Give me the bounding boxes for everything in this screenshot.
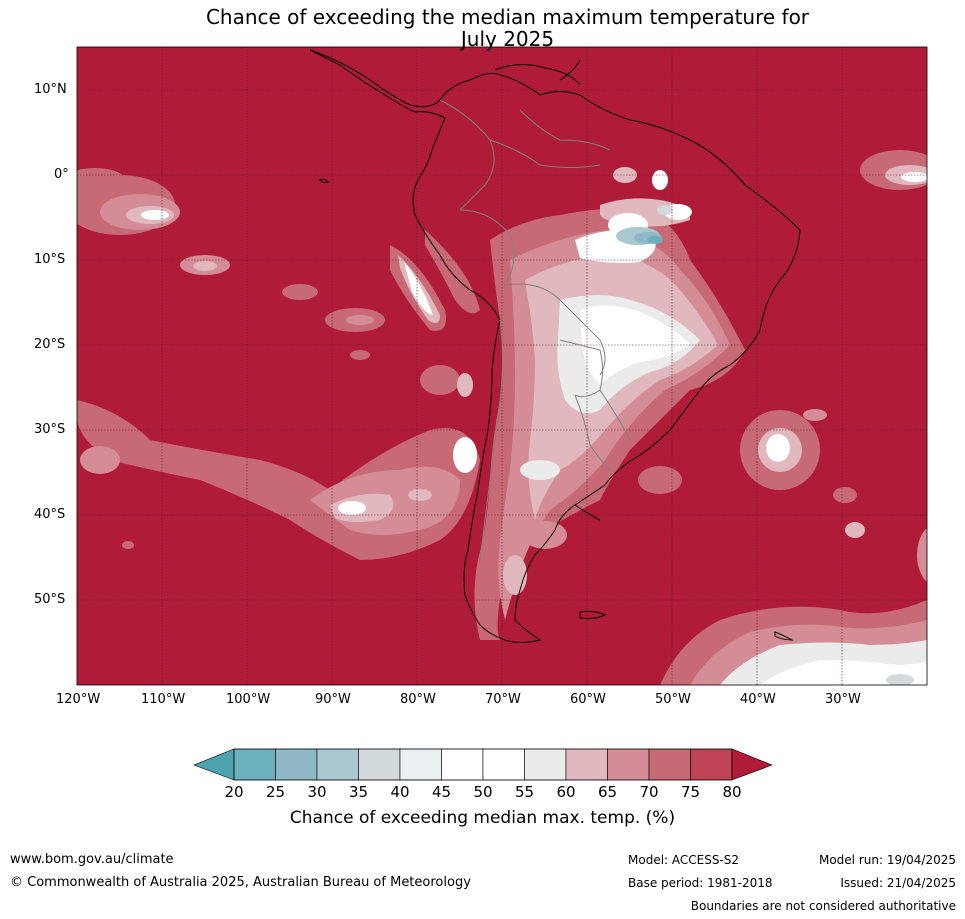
lon-label-80w: 80°W (400, 692, 436, 707)
colorbar-extend-low (193, 748, 235, 781)
coastline (309, 49, 801, 643)
country-borders (439, 99, 631, 561)
map-title-line2: July 2025 (460, 27, 555, 51)
map-frame (76, 46, 928, 686)
atlantic-anomaly (638, 150, 927, 582)
colorbar (193, 748, 773, 781)
colorbar-bin (358, 748, 401, 781)
peru-coast-anomaly (390, 230, 480, 331)
lat-label-20s: 20°S (34, 337, 66, 352)
footer-model-run: Model run: 19/04/2025 (818, 853, 956, 867)
southern-ocean-anomaly (660, 600, 927, 685)
lat-label-40s: 40°S (34, 507, 66, 522)
lon-label-50w: 50°W (655, 692, 691, 707)
colorbar-tick-label: 50 (473, 783, 493, 801)
colorbar-tick-label: 60 (556, 783, 576, 801)
colorbar-tick-label: 20 (224, 783, 244, 801)
lon-label-110w: 110°W (141, 692, 186, 707)
colorbar-frame (233, 748, 733, 781)
lat-label-10s: 10°S (34, 252, 66, 267)
lon-label-90w: 90°W (315, 692, 351, 707)
colorbar-label: Chance of exceeding median max. temp. (%… (289, 808, 676, 828)
colorbar-tick-label: 40 (390, 783, 410, 801)
colorbar-tick-label: 80 (722, 783, 742, 801)
lon-label-60w: 60°W (570, 692, 606, 707)
colorbar-tick-label: 75 (680, 783, 701, 801)
colorbar-tick-label: 65 (597, 783, 618, 801)
colorbar-bin (565, 748, 608, 781)
colorbar-tick-label: 45 (431, 783, 452, 801)
south-pacific-anomaly (77, 365, 480, 560)
pacific-anomaly-west (77, 168, 385, 360)
colorbar-bin (275, 748, 318, 781)
lon-label-40w: 40°W (740, 692, 776, 707)
colorbar-bin (648, 748, 691, 781)
colorbar-tick-label: 30 (307, 783, 327, 801)
footer-issued: Issued: 21/04/2025 (840, 876, 956, 890)
lon-label-30w: 30°W (825, 692, 861, 707)
colorbar-bin (482, 748, 525, 781)
probability-shading (77, 150, 927, 685)
colorbar-bin (233, 748, 276, 781)
footer-website[interactable]: www.bom.gov.au/climate (10, 852, 174, 867)
colorbar-bin (690, 748, 733, 781)
colorbar-extend-high (731, 748, 773, 781)
colorbar-tick-label: 70 (639, 783, 659, 801)
colorbar-bin (607, 748, 650, 781)
lon-label-100w: 100°W (226, 692, 271, 707)
lon-label-120w: 120°W (56, 692, 101, 707)
map-title-line1: Chance of exceeding the median maximum t… (205, 5, 810, 29)
graticule (77, 47, 927, 685)
footer-base-period: Base period: 1981-2018 (628, 876, 773, 890)
lat-label-10n: 10°N (34, 82, 67, 97)
colorbar-tick-label: 35 (348, 783, 369, 801)
lat-label-30s: 30°S (34, 422, 66, 437)
footer-model: Model: ACCESS-S2 (628, 853, 740, 867)
colorbar-tick-label: 25 (265, 783, 286, 801)
footer-copyright: © Commonwealth of Australia 2025, Austra… (10, 875, 471, 890)
footer-disclaimer: Boundaries are not considered authoritat… (690, 899, 956, 913)
colorbar-bin (441, 748, 484, 781)
colorbar-bin (316, 748, 359, 781)
lat-label-0: 0° (54, 167, 69, 182)
colorbar-bin (399, 748, 442, 781)
lon-label-70w: 70°W (485, 692, 521, 707)
lat-label-50s: 50°S (34, 592, 66, 607)
colorbar-bin (524, 748, 567, 781)
colorbar-tick-label: 55 (514, 783, 535, 801)
